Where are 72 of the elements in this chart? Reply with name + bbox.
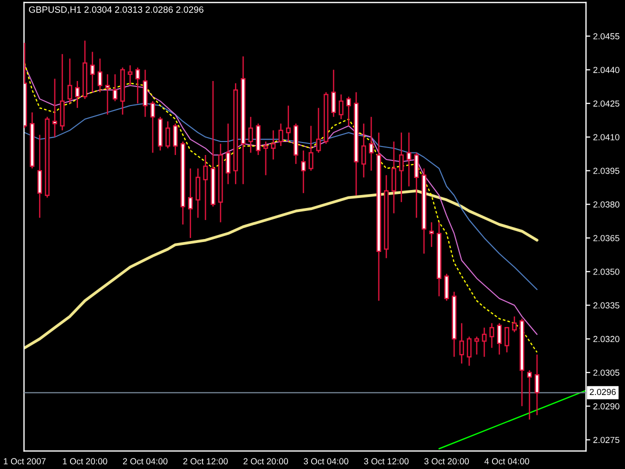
candlestick	[286, 105, 291, 142]
candlestick	[482, 327, 487, 358]
y-tick-label: 2.0455	[593, 33, 620, 40]
candlestick	[135, 66, 140, 104]
candlestick	[203, 154, 208, 221]
candlestick	[316, 107, 321, 154]
y-tick-label: 2.0410	[593, 134, 620, 140]
candlestick	[278, 122, 284, 147]
candlestick	[226, 122, 230, 185]
candlestick	[263, 140, 268, 176]
candlestick	[98, 58, 102, 93]
candlestick	[444, 273, 449, 302]
y-tick-label: 2.0335	[593, 302, 620, 308]
x-tick-label: 1 Oct 20:00	[62, 458, 108, 464]
x-tick-label: 3 Oct 12:00	[364, 458, 409, 464]
candlestick	[459, 322, 464, 364]
y-tick-label: 2.0320	[593, 336, 620, 342]
candlestick	[188, 168, 193, 239]
candlestick	[534, 354, 540, 416]
y-tick-label: 2.0365	[593, 235, 620, 242]
x-tick-label: 2 Oct 20:00	[244, 458, 288, 464]
candlestick	[512, 316, 517, 333]
y-tick-label: 2.0350	[593, 268, 620, 275]
candlestick	[67, 58, 72, 104]
y-tick-label: 2.0395	[593, 168, 620, 174]
candlestick	[391, 140, 396, 214]
y-tick-label: 2.0290	[593, 403, 620, 410]
chart-title: GBPUSD,H1 2.0304 2.0313 2.0286 2.0296	[28, 6, 204, 14]
candlestick	[52, 78, 58, 138]
candlestick	[338, 94, 344, 120]
line-series	[24, 102, 538, 290]
candlestick	[112, 74, 118, 102]
candlestick	[466, 336, 472, 366]
candlestick	[504, 327, 510, 353]
candlestick	[128, 64, 132, 86]
y-tick-label: 2.0275	[593, 436, 620, 444]
candlestick	[301, 150, 306, 194]
candlestick	[368, 116, 374, 172]
candlestick	[399, 132, 404, 203]
candlestick	[90, 51, 95, 93]
candlestick	[308, 125, 314, 172]
x-tick-label: 3 Oct 04:00	[304, 458, 348, 464]
candlestick	[172, 122, 178, 156]
candlestick	[406, 132, 412, 188]
candlestick	[37, 134, 42, 218]
x-tick-label: 2 Oct 12:00	[183, 458, 228, 464]
y-tick-label: 2.0440	[593, 66, 620, 74]
ref-line-label: 2.0296	[590, 388, 616, 396]
y-tick-label: 2.0305	[593, 370, 620, 376]
candlestick	[361, 122, 366, 178]
x-tick-label: 1 Oct 2007	[4, 458, 46, 464]
y-tick-label: 2.0380	[593, 201, 620, 208]
candlestick	[474, 336, 480, 356]
candlestick	[75, 80, 80, 109]
candlestick	[150, 100, 156, 154]
candlestick	[429, 222, 434, 248]
candlestick	[196, 168, 200, 218]
x-tick-label: 2 Oct 04:00	[123, 458, 168, 464]
candlestick	[270, 130, 276, 160]
candlestick	[527, 370, 532, 420]
candlestick	[165, 120, 170, 149]
y-tick-label: 2.0425	[593, 100, 620, 107]
candlestick	[346, 96, 351, 126]
candlestick	[496, 322, 502, 356]
line-series	[24, 189, 538, 350]
candlestick	[331, 69, 336, 118]
x-tick-label: 4 Oct 04:00	[484, 458, 530, 464]
x-tick-label: 3 Oct 20:00	[424, 458, 469, 464]
candlestick	[414, 152, 419, 218]
candlestick	[105, 74, 110, 116]
candlestick	[248, 116, 254, 154]
candlestick	[489, 322, 494, 348]
